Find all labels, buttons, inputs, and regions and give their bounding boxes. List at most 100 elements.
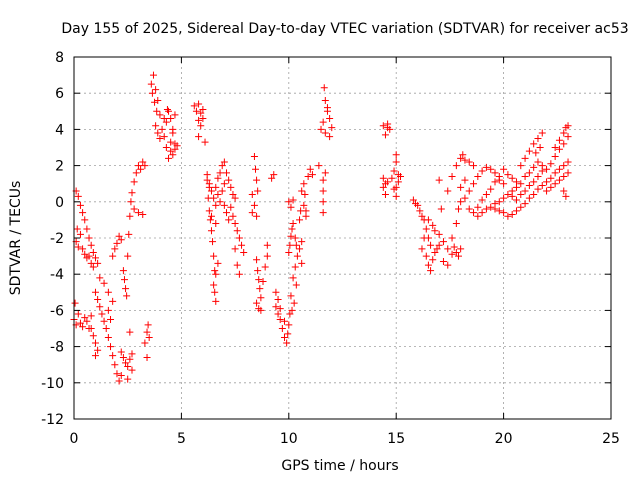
- data-point-marker: [482, 191, 490, 199]
- data-point-marker: [130, 178, 138, 186]
- data-point-marker: [126, 355, 134, 363]
- data-point-marker: [319, 209, 327, 217]
- data-point-marker: [429, 221, 437, 229]
- data-point-marker: [212, 201, 220, 209]
- data-point-marker: [117, 348, 125, 356]
- data-point-marker: [439, 238, 447, 246]
- y-tick-label: 2: [55, 159, 64, 175]
- data-point-marker: [216, 169, 224, 177]
- data-point-marker: [147, 80, 155, 88]
- data-point-marker: [560, 187, 568, 195]
- data-point-marker: [124, 252, 132, 260]
- data-point-marker: [321, 169, 329, 177]
- data-point-marker: [205, 180, 213, 188]
- data-point-marker: [156, 134, 164, 142]
- chart-title: Day 155 of 2025, Sidereal Day-to-day VTE…: [61, 21, 628, 37]
- data-points: [70, 71, 572, 385]
- data-point-marker: [74, 310, 82, 318]
- data-point-marker: [474, 203, 482, 211]
- data-point-marker: [551, 180, 559, 188]
- data-point-marker: [91, 288, 99, 296]
- data-point-marker: [253, 176, 261, 184]
- data-point-marker: [83, 225, 91, 233]
- data-point-marker: [119, 267, 127, 275]
- data-point-marker: [422, 252, 430, 260]
- data-point-marker: [111, 245, 119, 253]
- data-point-marker: [521, 187, 529, 195]
- data-point-marker: [102, 325, 110, 332]
- data-point-marker: [284, 330, 292, 338]
- data-point-marker: [288, 306, 296, 314]
- data-point-marker: [394, 178, 402, 186]
- data-point-marker: [306, 165, 314, 173]
- data-point-marker: [85, 234, 93, 242]
- data-point-marker: [289, 220, 297, 228]
- data-point-marker: [87, 312, 95, 320]
- data-point-marker: [283, 339, 291, 347]
- data-point-marker: [154, 96, 162, 104]
- data-point-marker: [319, 118, 327, 126]
- data-point-marker: [287, 292, 295, 300]
- data-point-marker: [139, 210, 147, 218]
- data-point-marker: [257, 306, 265, 314]
- data-point-marker: [500, 209, 508, 217]
- data-point-marker: [143, 328, 151, 336]
- data-point-marker: [250, 153, 258, 161]
- data-point-marker: [465, 187, 473, 195]
- data-point-marker: [117, 236, 125, 244]
- data-point-marker: [233, 261, 241, 269]
- data-point-marker: [83, 317, 91, 325]
- data-point-marker: [153, 107, 161, 115]
- data-point-marker: [206, 216, 214, 224]
- data-point-marker: [452, 248, 460, 256]
- data-point-marker: [104, 288, 112, 296]
- data-point-marker: [231, 245, 239, 253]
- data-point-marker: [530, 163, 538, 171]
- data-point-marker: [89, 263, 97, 271]
- data-point-marker: [495, 207, 503, 215]
- data-point-marker: [115, 377, 123, 385]
- data-point-marker: [248, 209, 256, 217]
- data-point-marker: [227, 183, 235, 191]
- data-point-marker: [87, 325, 95, 332]
- data-point-marker: [229, 212, 237, 220]
- data-point-marker: [500, 180, 508, 188]
- data-point-marker: [235, 234, 243, 242]
- data-point-marker: [152, 86, 160, 94]
- data-point-marker: [79, 209, 87, 217]
- data-point-marker: [79, 245, 87, 253]
- data-point-marker: [270, 171, 278, 179]
- data-point-marker: [149, 71, 157, 79]
- data-point-marker: [207, 212, 215, 220]
- data-point-marker: [452, 220, 460, 228]
- y-tick-label: -10: [41, 376, 64, 392]
- data-point-marker: [448, 250, 456, 258]
- data-point-marker: [517, 203, 525, 211]
- data-point-marker: [104, 334, 112, 342]
- data-point-marker: [319, 176, 327, 184]
- data-point-marker: [379, 174, 387, 182]
- data-point-marker: [255, 276, 263, 284]
- data-point-marker: [288, 225, 296, 233]
- data-point-marker: [113, 370, 121, 378]
- data-point-marker: [167, 115, 175, 123]
- data-point-marker: [81, 314, 89, 322]
- data-point-marker: [286, 241, 294, 249]
- data-point-marker: [296, 216, 304, 224]
- data-point-marker: [261, 263, 269, 271]
- data-point-marker: [448, 172, 456, 180]
- y-tick-label: 8: [55, 50, 64, 66]
- data-point-marker: [151, 98, 159, 106]
- data-point-marker: [290, 299, 298, 307]
- data-point-marker: [560, 129, 568, 137]
- data-point-marker: [538, 167, 546, 175]
- data-point-marker: [233, 227, 241, 235]
- data-point-marker: [291, 234, 299, 242]
- data-point-marker: [300, 180, 308, 188]
- data-point-marker: [416, 207, 424, 215]
- data-point-marker: [169, 151, 177, 159]
- data-point-marker: [420, 234, 428, 242]
- y-tick-label: -2: [50, 231, 64, 247]
- x-tick-label: 20: [495, 431, 513, 447]
- data-point-marker: [379, 122, 387, 130]
